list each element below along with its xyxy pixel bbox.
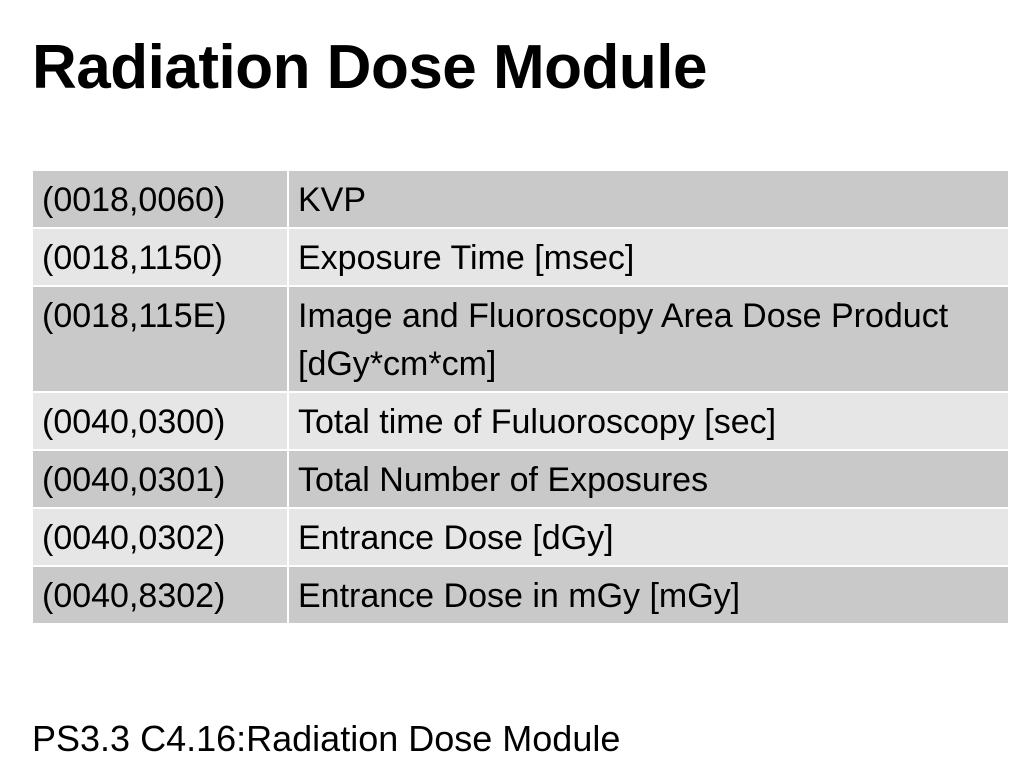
tag-cell: (0040,0300): [33, 392, 288, 451]
tag-cell: (0040,8302): [33, 566, 288, 625]
table-row: (0040,8302) Entrance Dose in mGy [mGy]: [33, 566, 1008, 625]
page-title: Radiation Dose Module: [32, 33, 707, 102]
description-cell: Total Number of Exposures: [287, 450, 1008, 509]
tag-cell: (0018,115E): [33, 286, 288, 393]
description-cell: Total time of Fuluoroscopy [sec]: [287, 392, 1008, 451]
table-row: (0040,0302) Entrance Dose [dGy]: [33, 508, 1008, 567]
table-row: (0018,0060) KVP: [33, 171, 1008, 229]
tag-cell: (0040,0301): [33, 450, 288, 509]
footer-reference: PS3.3 C4.16:Radiation Dose Module: [32, 718, 621, 759]
dicom-tag-table: (0018,0060) KVP (0018,1150) Exposure Tim…: [33, 171, 1008, 625]
table-row: (0040,0301) Total Number of Exposures: [33, 450, 1008, 509]
table-row: (0040,0300) Total time of Fuluoroscopy […: [33, 392, 1008, 451]
description-cell: Entrance Dose [dGy]: [287, 508, 1008, 567]
table-row: (0018,1150) Exposure Time [msec]: [33, 228, 1008, 287]
description-cell: Image and Fluoroscopy Area Dose Product …: [287, 286, 1008, 393]
table-row: (0018,115E) Image and Fluoroscopy Area D…: [33, 286, 1008, 393]
tag-cell: (0040,0302): [33, 508, 288, 567]
tag-cell: (0018,0060): [33, 171, 288, 229]
tag-cell: (0018,1150): [33, 228, 288, 287]
description-cell: Entrance Dose in mGy [mGy]: [287, 566, 1008, 625]
description-cell: KVP: [287, 171, 1008, 229]
description-cell: Exposure Time [msec]: [287, 228, 1008, 287]
